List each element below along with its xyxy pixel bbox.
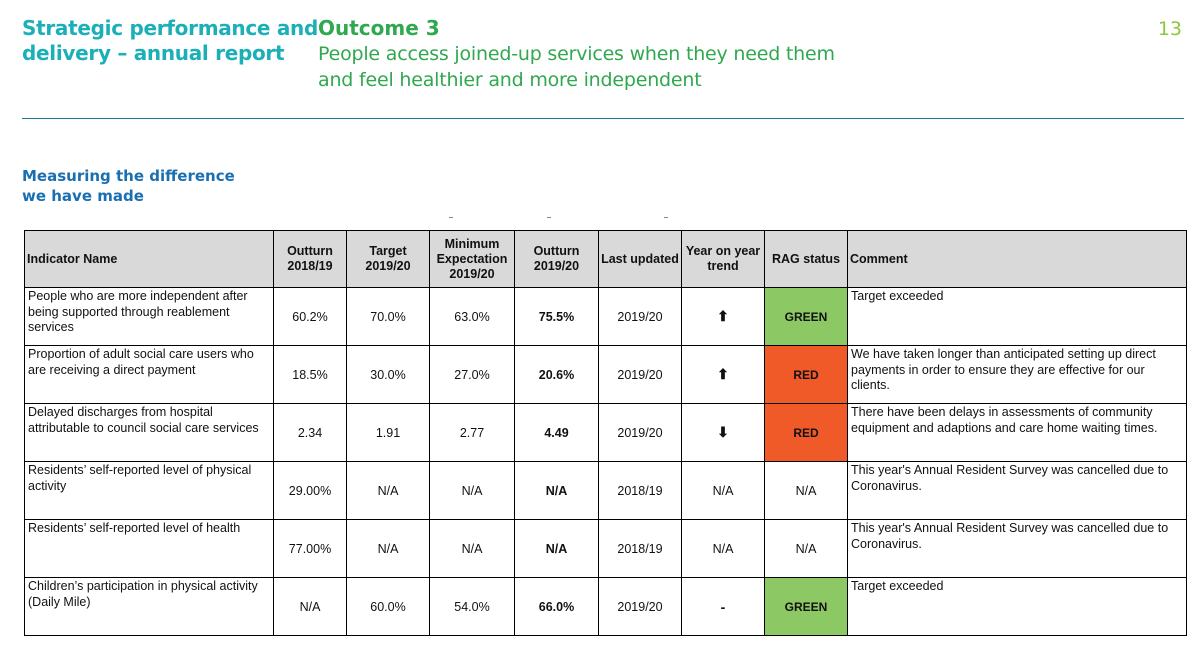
outturn-2019-20: N/A (514, 519, 599, 578)
outturn-2019-20: 66.0% (514, 577, 599, 636)
minimum-expectation: 2.77 (429, 403, 515, 462)
report-title-line: delivery – annual report (22, 41, 285, 65)
section-heading: Measuring the difference we have made (22, 166, 235, 206)
up-arrow-icon: ⬆ (717, 366, 729, 382)
indicator-name: Delayed discharges from hospital attribu… (24, 403, 274, 462)
target-2019-20: 1.91 (346, 403, 430, 462)
minimum-expectation: N/A (429, 461, 515, 520)
outturn-2018-19: N/A (273, 577, 347, 636)
trend-cell: N/A (681, 519, 765, 578)
column-header: Last updated (598, 230, 682, 288)
minimum-expectation: N/A (429, 519, 515, 578)
column-header: Indicator Name (24, 230, 274, 288)
rag-status-badge: N/A (764, 461, 848, 520)
column-header: Minimum Expectation 2019/20 (429, 230, 515, 288)
target-2019-20: N/A (346, 519, 430, 578)
trend-cell: N/A (681, 461, 765, 520)
table-row: Proportion of adult social care users wh… (24, 345, 1187, 404)
target-2019-20: 30.0% (346, 345, 430, 404)
report-title-line: Strategic performance and (22, 16, 318, 40)
column-header: Target 2019/20 (346, 230, 430, 288)
rag-status-badge: GREEN (764, 577, 848, 636)
outturn-2018-19: 18.5% (273, 345, 347, 404)
trend-cell: ⬆ (681, 345, 765, 404)
scan-artifact-mark (449, 217, 453, 218)
comment: This year's Annual Resident Survey was c… (847, 461, 1187, 520)
table-row: People who are more independent after be… (24, 287, 1187, 346)
section-heading-line: we have made (22, 187, 144, 205)
column-header: Outturn 2018/19 (273, 230, 347, 288)
column-header: Comment (847, 230, 1187, 288)
comment: Target exceeded (847, 577, 1187, 636)
outcome-number: Outcome 3 (318, 16, 440, 40)
section-heading-line: Measuring the difference (22, 167, 235, 185)
outturn-2019-20: N/A (514, 461, 599, 520)
last-updated: 2018/19 (598, 461, 682, 520)
minimum-expectation: 27.0% (429, 345, 515, 404)
page-number: 13 (1157, 18, 1182, 40)
outcome-description-line: People access joined-up services when th… (318, 43, 835, 65)
outcome-heading: Outcome 3 People access joined-up servic… (318, 16, 835, 93)
rag-status-badge: RED (764, 345, 848, 404)
header-divider (22, 118, 1184, 119)
table-row: Residents’ self-reported level of physic… (24, 461, 1187, 520)
rag-status-badge: N/A (764, 519, 848, 578)
trend-cell: - (681, 577, 765, 636)
no-change-icon: - (720, 598, 726, 615)
last-updated: 2019/20 (598, 403, 682, 462)
up-arrow-icon: ⬆ (717, 308, 729, 324)
last-updated: 2019/20 (598, 345, 682, 404)
outturn-2018-19: 60.2% (273, 287, 347, 346)
comment: We have taken longer than anticipated se… (847, 345, 1187, 404)
scan-artifact-mark (664, 217, 668, 218)
last-updated: 2019/20 (598, 287, 682, 346)
target-2019-20: N/A (346, 461, 430, 520)
down-arrow-icon: ⬇ (717, 424, 729, 440)
performance-table: Indicator Name Outturn 2018/19 Target 20… (24, 230, 1187, 636)
target-2019-20: 60.0% (346, 577, 430, 636)
outturn-2019-20: 75.5% (514, 287, 599, 346)
outturn-2018-19: 2.34 (273, 403, 347, 462)
indicator-name: Residents’ self-reported level of physic… (24, 461, 274, 520)
trend-cell: ⬆ (681, 287, 765, 346)
table-row: Delayed discharges from hospital attribu… (24, 403, 1187, 462)
rag-status-badge: GREEN (764, 287, 848, 346)
outturn-2019-20: 4.49 (514, 403, 599, 462)
last-updated: 2019/20 (598, 577, 682, 636)
rag-status-badge: RED (764, 403, 848, 462)
last-updated: 2018/19 (598, 519, 682, 578)
table-row: Residents’ self-reported level of health… (24, 519, 1187, 578)
table-header-row: Indicator Name Outturn 2018/19 Target 20… (24, 230, 1187, 288)
report-title: Strategic performance and delivery – ann… (22, 16, 318, 66)
indicator-name: People who are more independent after be… (24, 287, 274, 346)
minimum-expectation: 54.0% (429, 577, 515, 636)
table-row: Children’s participation in physical act… (24, 577, 1187, 636)
indicator-name: Residents’ self-reported level of health (24, 519, 274, 578)
scan-artifact-mark (547, 217, 551, 218)
trend-cell: ⬇ (681, 403, 765, 462)
outturn-2019-20: 20.6% (514, 345, 599, 404)
minimum-expectation: 63.0% (429, 287, 515, 346)
indicator-name: Proportion of adult social care users wh… (24, 345, 274, 404)
outturn-2018-19: 77.00% (273, 519, 347, 578)
column-header: Outturn 2019/20 (514, 230, 599, 288)
target-2019-20: 70.0% (346, 287, 430, 346)
column-header: Year on year trend (681, 230, 765, 288)
comment: There have been delays in assessments of… (847, 403, 1187, 462)
comment: Target exceeded (847, 287, 1187, 346)
column-header: RAG status (764, 230, 848, 288)
indicator-name: Children’s participation in physical act… (24, 577, 274, 636)
comment: This year's Annual Resident Survey was c… (847, 519, 1187, 578)
outturn-2018-19: 29.00% (273, 461, 347, 520)
outcome-description-line: and feel healthier and more independent (318, 69, 702, 91)
